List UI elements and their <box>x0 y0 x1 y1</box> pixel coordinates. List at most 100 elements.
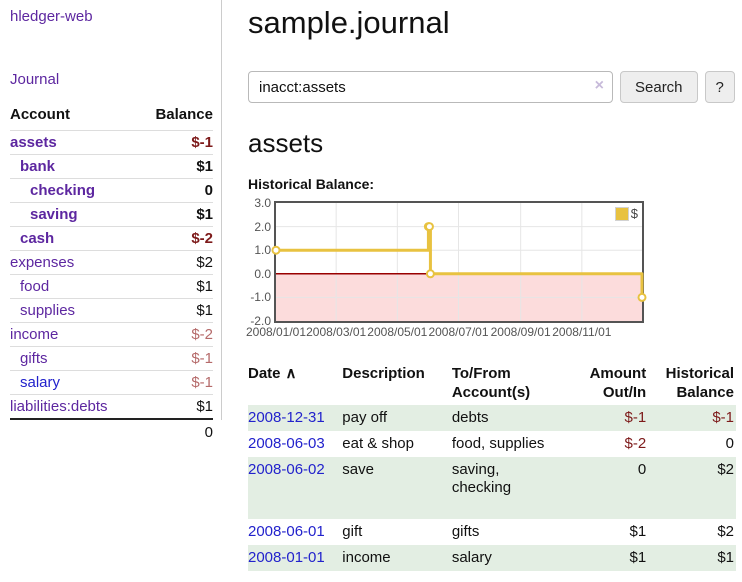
account-balance: $1 <box>196 158 213 175</box>
y-tick-label: 3.0 <box>254 196 271 210</box>
transaction-date-link[interactable]: 2008-06-02 <box>248 461 325 478</box>
search-button[interactable]: Search <box>620 71 698 103</box>
y-tick-label: 0.0 <box>254 266 271 281</box>
accounts-cell: saving, checking <box>451 461 512 496</box>
account-link-salary[interactable]: salary <box>20 374 61 391</box>
column-header-label: Date <box>248 365 281 382</box>
column-header-label: To/From Account(s) <box>451 365 531 401</box>
account-link-supplies[interactable]: supplies <box>20 302 76 319</box>
account-link-income[interactable]: income <box>10 326 59 343</box>
transaction-date-link[interactable]: 2008-06-01 <box>248 523 325 540</box>
chart-x-axis-labels: 2008/01/01 2008/03/01 2008/05/01 2008/07/01… <box>246 325 644 341</box>
legend-swatch <box>614 206 629 221</box>
balance-cell: $2 <box>717 461 734 478</box>
account-link-food[interactable]: food <box>20 278 50 295</box>
date-cell: 2008-06-03 <box>248 431 342 457</box>
amount-cell: $1 <box>629 549 647 566</box>
amount-cell: $-2 <box>624 435 647 452</box>
x-tick-label: 2008/11/01 <box>552 325 612 339</box>
description-cell: pay off <box>342 409 388 426</box>
sidebar-total-row: 0 <box>10 418 213 445</box>
date-cell: 2008-06-01 <box>248 519 342 545</box>
clear-search-icon[interactable]: × <box>594 77 604 94</box>
balance-column-header: Balance <box>155 106 213 123</box>
sidebar-account-row: gifts $-1 <box>10 346 213 370</box>
date-cell: 2008-01-01 <box>248 545 342 571</box>
description-cell: income <box>342 549 391 566</box>
account-balance: $1 <box>196 302 213 319</box>
balance-cell: $2 <box>717 523 734 540</box>
sidebar-total-value: 0 <box>204 424 213 441</box>
register-table: Date ∧ Description To/From Account(s) Amount… <box>248 361 736 571</box>
sidebar-account-row: assets $-1 <box>10 130 213 154</box>
main-content: sample.journal × Search ? assets Histori… <box>246 0 736 571</box>
register-row: 2008-12-31 pay off debts $-1 $-1 <box>248 405 736 431</box>
column-header-historical-balance: Historical Balance <box>654 361 736 405</box>
search-input[interactable] <box>248 71 613 103</box>
amount-cell: 0 <box>637 461 647 478</box>
data-point-marker <box>637 292 647 302</box>
transaction-date-link[interactable]: 2008-06-03 <box>248 435 325 452</box>
x-tick-label: 2008/03/01 <box>306 325 367 339</box>
accounts-cell: debts <box>451 409 489 426</box>
register-row: 2008-06-02 save saving, checking 0 $2 <box>248 457 736 519</box>
column-header-label: Historical Balance <box>665 365 734 401</box>
sidebar-account-row: income $-2 <box>10 322 213 346</box>
sidebar: hledger-web Journal Account Balance asse… <box>0 0 222 441</box>
brand-link[interactable]: hledger-web <box>10 8 93 25</box>
description-cell: gift <box>342 523 363 540</box>
sidebar-account-row: liabilities:debts $1 <box>10 394 213 418</box>
account-link-saving[interactable]: saving <box>30 206 78 223</box>
register-row: 2008-06-03 eat & shop food, supplies $-2 0 <box>248 431 736 457</box>
account-column-header: Account <box>10 106 70 123</box>
balance-cell: $-1 <box>712 409 734 426</box>
sidebar-account-row: saving $1 <box>10 202 213 226</box>
account-balance: 0 <box>204 182 213 199</box>
y-tick-label: -2.0 <box>250 314 271 328</box>
nav-journal-link[interactable]: Journal <box>10 71 60 88</box>
historical-balance-chart[interactable]: 3.0 2.0 1.0 0.0 -1.0 -2.0 $ 2008/01/01 2008/03… <box>246 196 736 341</box>
accounts-cell: gifts <box>451 523 480 540</box>
account-balance: $1 <box>196 278 213 295</box>
register-row: 2008-01-01 income salary $1 $1 <box>248 545 736 571</box>
account-balance: $1 <box>196 398 213 415</box>
data-point-marker <box>425 269 435 279</box>
column-header-date[interactable]: Date ∧ <box>248 361 342 405</box>
description-cell: save <box>342 461 374 478</box>
search-box: × <box>248 71 613 103</box>
column-header-tofrom-accounts: To/From Account(s) <box>452 361 579 405</box>
account-balance: $-1 <box>191 374 213 391</box>
account-link-gifts[interactable]: gifts <box>20 350 48 367</box>
transaction-date-link[interactable]: 2008-12-31 <box>248 409 325 426</box>
help-button[interactable]: ? <box>704 71 735 103</box>
account-link-liabilities-debts[interactable]: liabilities:debts <box>10 398 108 415</box>
account-balance: $1 <box>196 206 213 223</box>
sidebar-account-row: food $1 <box>10 274 213 298</box>
account-balance: $-2 <box>191 230 213 247</box>
date-cell: 2008-06-02 <box>248 457 342 519</box>
account-link-cash[interactable]: cash <box>20 230 55 247</box>
sidebar-account-row: bank $1 <box>10 154 213 178</box>
sort-ascending-icon: ∧ <box>285 365 297 382</box>
sidebar-account-row: checking 0 <box>10 178 213 202</box>
y-tick-label: 2.0 <box>254 219 271 234</box>
sidebar-account-row: salary $-1 <box>10 370 213 394</box>
sidebar-account-row: supplies $1 <box>10 298 213 322</box>
description-cell: eat & shop <box>342 435 414 452</box>
transaction-date-link[interactable]: 2008-01-01 <box>248 549 325 566</box>
legend-label: $ <box>630 206 638 221</box>
chart-plot-area: $ 2008/01/01 2008/03/01 2008/05/01 2008/07/… <box>246 201 647 341</box>
search-bar: × Search ? <box>248 71 736 103</box>
date-cell: 2008-12-31 <box>248 405 342 431</box>
balance-cell: 0 <box>725 435 734 452</box>
column-header-amount-out-in: Amount Out/In <box>578 361 654 405</box>
account-link-assets[interactable]: assets <box>10 134 57 151</box>
amount-cell: $-1 <box>624 409 647 426</box>
account-link-bank[interactable]: bank <box>20 158 56 175</box>
account-link-expenses[interactable]: expenses <box>10 254 75 271</box>
account-link-checking[interactable]: checking <box>30 182 96 199</box>
account-balances-table: Account Balance assets $-1 bank $1 checking 0… <box>10 104 213 445</box>
data-point-marker <box>424 222 434 232</box>
account-heading: assets <box>248 128 324 158</box>
balance-cell: $1 <box>717 549 734 566</box>
